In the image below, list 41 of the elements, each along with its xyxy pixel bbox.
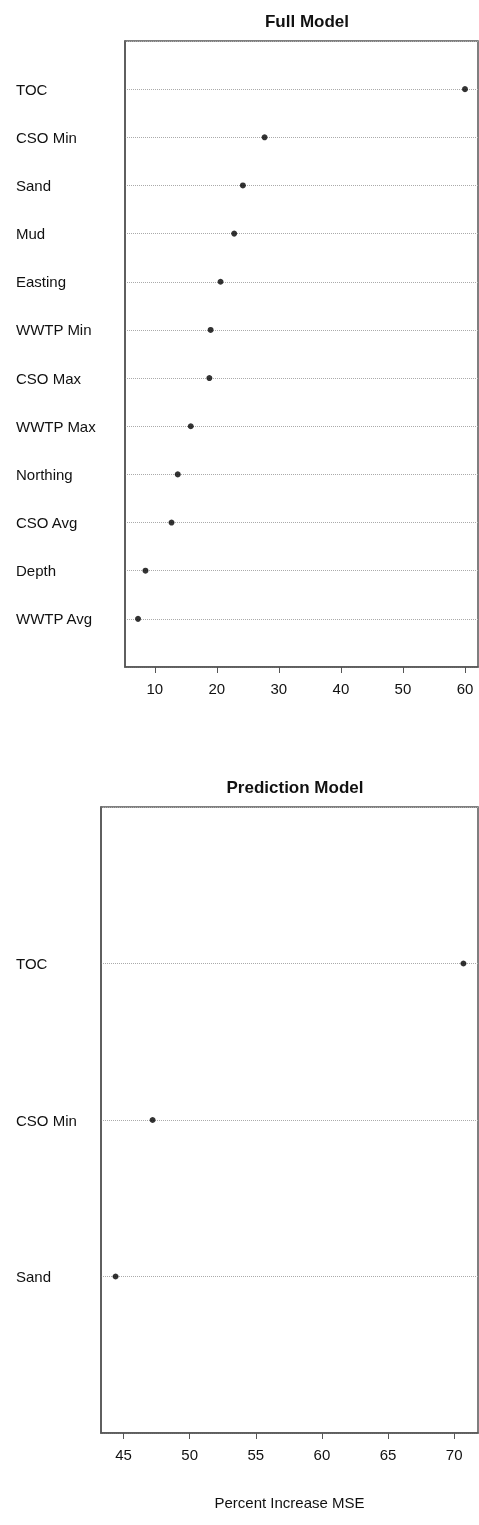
x-tick-label: 20: [208, 680, 226, 697]
point: [174, 471, 181, 478]
x-tick-label: 65: [379, 1446, 397, 1463]
x-tick-label: 60: [456, 680, 474, 697]
point: [135, 615, 142, 622]
x-tick-label: 30: [270, 680, 288, 697]
chart-title: Prediction Model: [226, 778, 364, 797]
x-tick-label: 40: [332, 680, 350, 697]
y-tick-label: WWTP Min: [16, 321, 92, 339]
y-tick-label: CSO Min: [16, 128, 77, 146]
x-tick-label: 50: [394, 680, 412, 697]
y-tick-label: Northing: [16, 465, 73, 483]
y-tick-label: TOC: [16, 80, 48, 98]
x-tick-label: 45: [115, 1446, 132, 1463]
point: [207, 326, 214, 333]
x-tick-label: 60: [313, 1446, 331, 1463]
y-tick-label: CSO Max: [16, 369, 82, 387]
point: [239, 182, 246, 189]
y-tick-label: Mud: [16, 225, 46, 243]
y-tick-label: Depth: [16, 562, 57, 580]
point: [461, 86, 468, 93]
point: [261, 134, 268, 141]
y-tick-label: CSO Min: [16, 1111, 77, 1129]
x-tick-label: 55: [247, 1446, 265, 1463]
x-tick-label: 50: [181, 1446, 198, 1463]
x-axis-title: Percent Increase MSE: [214, 1494, 365, 1511]
y-tick-label: Sand: [16, 176, 52, 194]
y-tick-label: Sand: [16, 1268, 52, 1285]
point: [231, 230, 238, 237]
y-tick-label: WWTP Max: [16, 417, 97, 435]
chart-title: Full Model: [264, 12, 350, 31]
y-tick-label: Easting: [16, 273, 67, 291]
x-tick-label: 70: [445, 1446, 463, 1463]
point: [206, 375, 213, 382]
y-tick-label: CSO Avg: [16, 514, 78, 532]
point: [168, 519, 175, 526]
point: [217, 278, 224, 285]
x-tick-label: 10: [146, 680, 164, 697]
point: [187, 423, 194, 430]
y-tick-label: TOC: [16, 955, 48, 972]
y-tick-label: WWTP Avg: [16, 610, 93, 628]
